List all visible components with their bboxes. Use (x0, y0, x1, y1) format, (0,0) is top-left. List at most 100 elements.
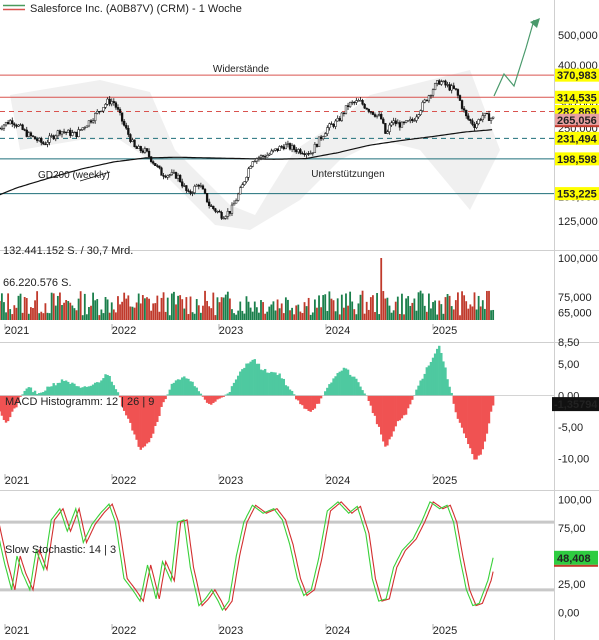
candle-body-56 (112, 101, 115, 103)
candle-body-201 (413, 120, 416, 122)
candle-body-213 (438, 80, 441, 85)
macd-bar-58 (116, 392, 120, 396)
volume-bar-7 (11, 314, 14, 320)
volume-bar-35 (69, 302, 72, 320)
macd-bar-185 (380, 395, 383, 435)
candle-body-85 (172, 172, 176, 174)
candle-body-235 (483, 112, 487, 116)
candle-body-62 (125, 125, 128, 129)
macd-y-tick-1: 5,00 (558, 359, 579, 371)
candle-body-35 (69, 129, 72, 136)
macd-bar-194 (398, 395, 402, 421)
volume-bar-84 (170, 293, 173, 320)
candle-body-184 (377, 114, 381, 116)
candle-body-25 (48, 135, 51, 143)
forecast-arrow (493, 19, 535, 97)
candle-body-81 (164, 176, 167, 178)
macd-bar-209 (429, 361, 433, 396)
volume-x-tick-0: 2021 (5, 325, 29, 337)
candle-body-86 (174, 172, 178, 179)
candle-body-182 (373, 114, 377, 117)
macd-bar-25 (48, 386, 51, 396)
volume-bar-13 (23, 296, 26, 320)
volume-bar-40 (79, 291, 82, 320)
volume-bar-137 (280, 303, 283, 320)
macd-bar-59 (118, 395, 122, 398)
candle-body-92 (187, 190, 190, 192)
candle-body-69 (139, 146, 142, 152)
stoch-panel: Slow Stochastic: 14 | 3 100,0075,0050,00… (0, 495, 598, 637)
macd-bar-74 (149, 395, 153, 439)
volume-bar-43 (85, 314, 88, 320)
macd-bar-207 (425, 367, 429, 396)
volume-bar-97 (197, 305, 200, 320)
candle-body-234 (481, 115, 484, 121)
volume-bar-164 (336, 298, 339, 320)
candle-body-79 (160, 167, 163, 176)
macd-bar-236 (485, 395, 489, 434)
volume-bar-9 (15, 307, 18, 320)
candle-body-208 (427, 95, 431, 102)
macd-bar-64 (129, 395, 132, 423)
candle-body-100 (203, 188, 207, 194)
volume-bar-55 (110, 302, 113, 320)
candle-body-8 (13, 123, 16, 126)
volume-bar-5 (7, 293, 10, 320)
candle-body-175 (359, 100, 362, 102)
volume-bar-148 (303, 302, 306, 320)
volume-bar-181 (372, 295, 374, 320)
volume-bar-119 (243, 313, 246, 320)
stoch-lines (0, 501, 494, 612)
volume-bar-179 (367, 309, 370, 320)
volume-bar-207 (425, 311, 428, 320)
stoch-k-line (0, 501, 494, 612)
price-y-tick-6: 500,000 (558, 30, 598, 42)
volume-bar-22 (42, 313, 45, 320)
macd-bar-84 (170, 383, 174, 396)
stoch-x-axis: 2021 2022 2023 2024 2025 (4, 624, 457, 637)
macd-bar-216 (444, 367, 447, 396)
candle-body-171 (351, 101, 354, 104)
candle-body-159 (326, 127, 329, 134)
volume-bar-62 (125, 298, 128, 320)
candle-body-53 (106, 98, 109, 105)
macd-bar-155 (317, 395, 321, 404)
volume-bar-117 (239, 301, 242, 320)
macd-bar-107 (218, 395, 221, 399)
candle-body-28 (54, 135, 57, 140)
candle-body-106 (216, 210, 219, 213)
macd-bar-60 (120, 395, 124, 407)
macd-x-tick-0: 2021 (5, 475, 29, 487)
macd-bar-140 (286, 386, 290, 396)
volume-bar-183 (376, 293, 378, 320)
candle-body-66 (133, 139, 136, 147)
volume-bar-37 (73, 308, 76, 320)
macd-bar-34 (67, 381, 70, 396)
macd-bar-70 (141, 395, 145, 448)
candle-body-144 (295, 149, 298, 153)
macd-bar-79 (160, 395, 163, 407)
volume-bar-11 (19, 293, 22, 320)
volume-bar-67 (135, 302, 138, 320)
volume-bar-133 (272, 301, 275, 320)
candle-body-139 (284, 144, 288, 150)
volume-bar-224 (461, 291, 463, 320)
volume-bar-2 (0, 293, 3, 320)
volume-bar-109 (222, 297, 225, 320)
macd-bar-127 (259, 369, 263, 396)
candle-body-203 (417, 114, 420, 118)
volume-bar-111 (226, 291, 229, 320)
macd-bar-159 (326, 387, 329, 396)
macd-bar-114 (232, 382, 236, 396)
volume-bar-142 (291, 307, 293, 320)
candle-body-104 (212, 205, 215, 209)
macd-bar-88 (178, 379, 182, 396)
macd-bar-188 (386, 395, 389, 446)
volume-bar-206 (423, 305, 426, 320)
candle-body-51 (102, 107, 105, 112)
candle-body-169 (346, 105, 350, 107)
candle-body-16 (29, 132, 33, 136)
macd-bar-129 (263, 368, 267, 396)
macd-bar-172 (353, 376, 356, 396)
